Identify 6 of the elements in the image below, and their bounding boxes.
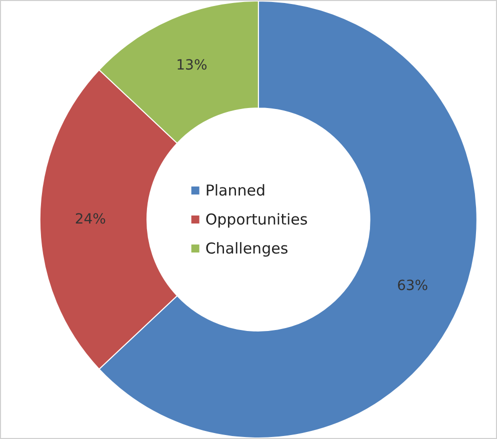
- legend-label: Planned: [205, 182, 266, 200]
- data-label: 24%: [74, 212, 106, 228]
- data-label: 63%: [396, 278, 428, 294]
- data-label: 13%: [176, 57, 208, 74]
- legend-label: Opportunities: [205, 210, 308, 228]
- legend-label: Challenges: [205, 240, 288, 258]
